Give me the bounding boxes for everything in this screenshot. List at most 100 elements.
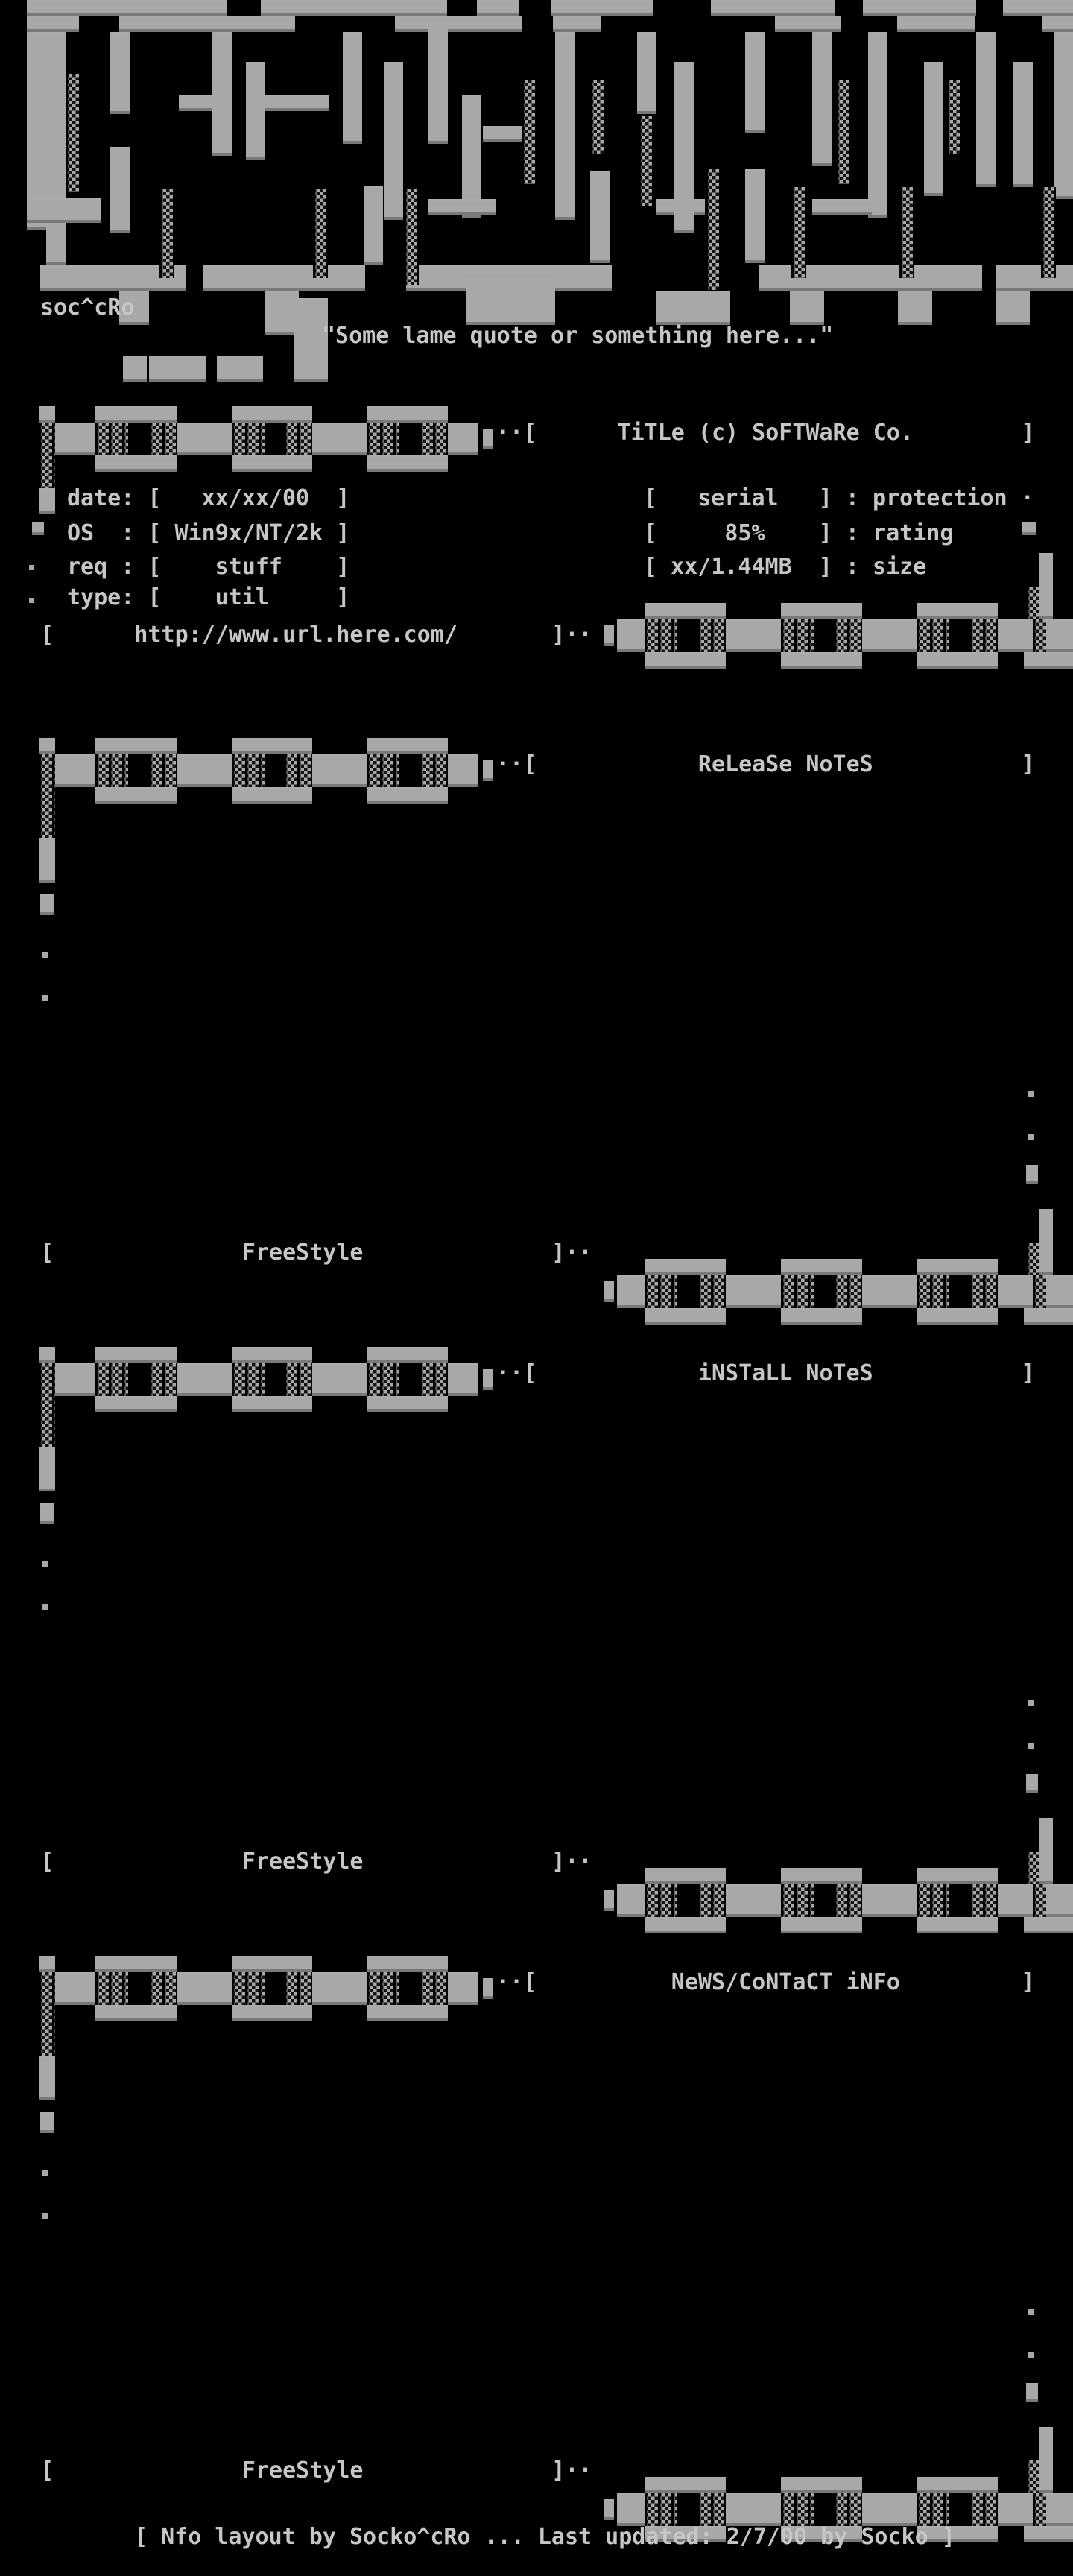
art-block (312, 1363, 367, 1396)
art-square (1026, 2383, 1038, 2402)
art-dither (1026, 1852, 1039, 1884)
art-dither (1033, 1884, 1046, 1917)
logo-art (27, 198, 101, 223)
art-dither (1033, 2493, 1046, 2526)
art-block (312, 754, 367, 787)
art-block (781, 1868, 862, 1884)
art-block (998, 1275, 1010, 1308)
art-block (726, 1884, 781, 1917)
logo-art (228, 16, 295, 32)
logo-art (110, 32, 130, 114)
logo-art (898, 291, 932, 325)
quote-line: "Some lame quote or something here..." (322, 323, 834, 349)
art-dither (1026, 2460, 1039, 2493)
art-block (1039, 1209, 1053, 1275)
art-dither (232, 1363, 265, 1396)
logo-art (590, 171, 610, 263)
art-block (232, 1956, 312, 1972)
art-square (40, 2112, 54, 2133)
art-block (726, 1275, 781, 1308)
art-dither (781, 1884, 814, 1917)
art-dot (1028, 2352, 1034, 2358)
art-square (483, 429, 493, 449)
art-block (367, 455, 448, 472)
art-square (40, 894, 54, 915)
art-dither (313, 189, 328, 278)
art-block (1010, 1275, 1033, 1308)
art-block (232, 455, 312, 472)
art-block (617, 1884, 645, 1917)
section-footer-freestyle-3: [ FreeStyle ]·· (40, 2457, 592, 2484)
art-block (862, 2493, 917, 2526)
art-block (39, 1447, 55, 1491)
logo-art (395, 16, 522, 32)
art-dot (29, 565, 34, 570)
art-dither (232, 1972, 265, 2005)
logo-art (149, 356, 206, 382)
art-dot (1028, 1743, 1034, 1749)
art-block (781, 1917, 862, 1933)
art-block (95, 2005, 177, 2021)
logo-art (897, 16, 975, 32)
logo-art (483, 126, 526, 142)
art-dot (1028, 1091, 1034, 1097)
art-dither (1033, 1275, 1046, 1308)
art-block (645, 1308, 726, 1325)
art-block (645, 2477, 726, 2493)
art-dot (1028, 2309, 1034, 2315)
logo-art (553, 16, 601, 32)
art-square (483, 1369, 493, 1390)
art-square (604, 2499, 614, 2520)
art-block (645, 1259, 726, 1275)
art-dither (697, 1884, 726, 1917)
art-dot (29, 598, 34, 603)
title-header: ··[ TiTLe (c) SoFTWaRe Co. ] (496, 420, 1035, 446)
art-dot (42, 1604, 48, 1610)
art-dither (969, 1275, 998, 1308)
art-block (917, 1308, 998, 1325)
field-type: type: [ util ] (67, 584, 350, 610)
art-block (781, 652, 862, 669)
art-dither (645, 1275, 677, 1308)
art-dither (367, 1363, 399, 1396)
logo-art (261, 0, 447, 16)
art-block (312, 1972, 367, 2005)
art-block (448, 423, 478, 455)
art-dither (639, 116, 653, 206)
art-dither (367, 754, 399, 787)
logo-art (674, 62, 694, 233)
logo-art (27, 16, 79, 32)
art-block (1010, 619, 1033, 652)
logo-art (1054, 32, 1073, 199)
art-dither (95, 1972, 128, 2005)
field-os: OS : [ Win9x/NT/2k ] (67, 520, 350, 546)
logo-art (119, 16, 243, 32)
field-size: [ xx/1.44MB ] : size (644, 554, 927, 580)
art-dither (969, 619, 998, 652)
art-dither (969, 2493, 998, 2526)
group-tag: soc^cRo (40, 294, 135, 321)
art-dither (706, 169, 721, 290)
art-block (917, 1917, 998, 1933)
art-dither (917, 2493, 949, 2526)
logo-art (212, 32, 232, 156)
art-block (367, 787, 448, 804)
art-block (1046, 1275, 1073, 1308)
art-block (1039, 2427, 1053, 2493)
art-dither (645, 619, 677, 652)
logo-art (637, 32, 656, 114)
art-block (448, 1972, 478, 2005)
logo-art (294, 298, 328, 382)
art-square (1026, 1774, 1038, 1793)
art-block (177, 423, 232, 455)
art-block (1024, 1917, 1073, 1933)
logo-art (863, 0, 976, 16)
art-dither (899, 187, 914, 278)
art-dither (232, 754, 265, 787)
logo-art (428, 199, 496, 215)
art-dither (420, 423, 448, 455)
art-block (448, 1363, 478, 1396)
art-block (917, 1259, 998, 1275)
art-dither (284, 423, 312, 455)
